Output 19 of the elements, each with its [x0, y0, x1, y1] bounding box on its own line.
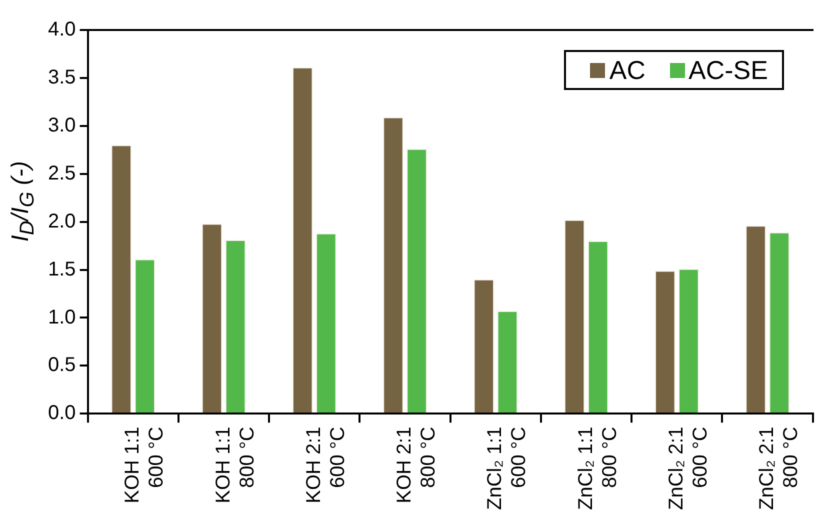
- x-tick-label: KOH 2:1 800 °C: [394, 426, 440, 504]
- legend-label: AC-SE: [688, 55, 768, 85]
- y-tick-label: 4.0: [48, 18, 76, 41]
- x-tick-label: KOH 2:1 600 °C: [302, 426, 349, 504]
- y-tick-label: 1.0: [48, 306, 76, 328]
- x-tick-label: ZnCl₂ 2:1 800 °C: [756, 426, 802, 510]
- y-tick-label: 0.5: [48, 354, 76, 376]
- y-tick-label: 3.5: [48, 66, 76, 88]
- y-tick-label: 2.0: [48, 210, 76, 232]
- y-tick-label: 3.0: [48, 114, 76, 136]
- y-tick-label: 2.5: [48, 162, 76, 184]
- x-tick-label: KOH 1:1 800 °C: [212, 426, 258, 504]
- x-tick-label: KOH 1:1 600 °C: [122, 426, 168, 504]
- legend-label: AC: [609, 55, 646, 85]
- x-tick-label: ZnCl₂ 2:1 600 °C: [665, 426, 712, 510]
- y-tick-label: 0.0: [48, 402, 76, 424]
- x-tick-label: ZnCl₂ 1:1 800 °C: [574, 426, 621, 510]
- y-tick-label: 1.5: [48, 258, 76, 280]
- x-tick-label: ZnCl₂ 1:1 600 °C: [484, 426, 530, 510]
